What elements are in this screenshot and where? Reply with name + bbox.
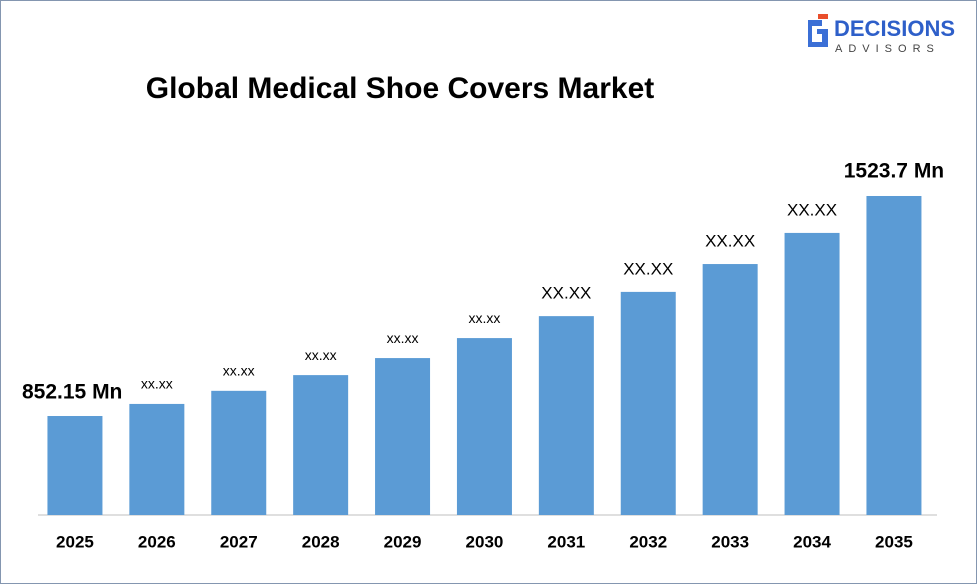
bar xyxy=(375,358,431,515)
data-label: xx.xx xyxy=(141,376,173,392)
x-tick-label: 2026 xyxy=(138,532,176,551)
x-tick-label: 2025 xyxy=(56,532,94,551)
x-tick-label: 2031 xyxy=(547,532,585,551)
bar xyxy=(211,390,267,515)
bar xyxy=(866,195,922,516)
data-label: XX.XX xyxy=(705,232,755,251)
bar xyxy=(620,291,676,515)
data-label: 1523.7 Mn xyxy=(844,160,944,183)
data-label: xx.xx xyxy=(387,330,419,346)
data-label: XX.XX xyxy=(787,200,837,219)
bar xyxy=(293,375,349,515)
logo-name: DECISIONS xyxy=(834,16,955,41)
x-tick-label: 2033 xyxy=(711,532,749,551)
data-label: xx.xx xyxy=(469,310,501,326)
bar xyxy=(456,338,512,515)
bar xyxy=(47,416,103,515)
chart-title: Global Medical Shoe Covers Market xyxy=(146,72,655,105)
data-label: 852.15 Mn xyxy=(22,381,122,404)
bar xyxy=(784,232,840,516)
logo-icon xyxy=(808,14,828,47)
x-tick-label: 2028 xyxy=(302,532,340,551)
data-label: XX.XX xyxy=(623,259,673,278)
bar xyxy=(129,403,185,515)
data-label: xx.xx xyxy=(305,347,337,363)
x-tick-label: 2035 xyxy=(875,532,913,551)
x-tick-label: 2034 xyxy=(793,532,831,551)
logo-tagline: ADVISORS xyxy=(835,43,940,55)
x-tick-label: 2030 xyxy=(466,532,504,551)
bar xyxy=(702,264,758,515)
data-label: XX.XX xyxy=(541,284,591,303)
x-tick-label: 2027 xyxy=(220,532,258,551)
data-label: xx.xx xyxy=(223,363,255,379)
x-tick-label: 2029 xyxy=(384,532,422,551)
x-tick-label: 2032 xyxy=(629,532,667,551)
bar xyxy=(538,316,594,515)
